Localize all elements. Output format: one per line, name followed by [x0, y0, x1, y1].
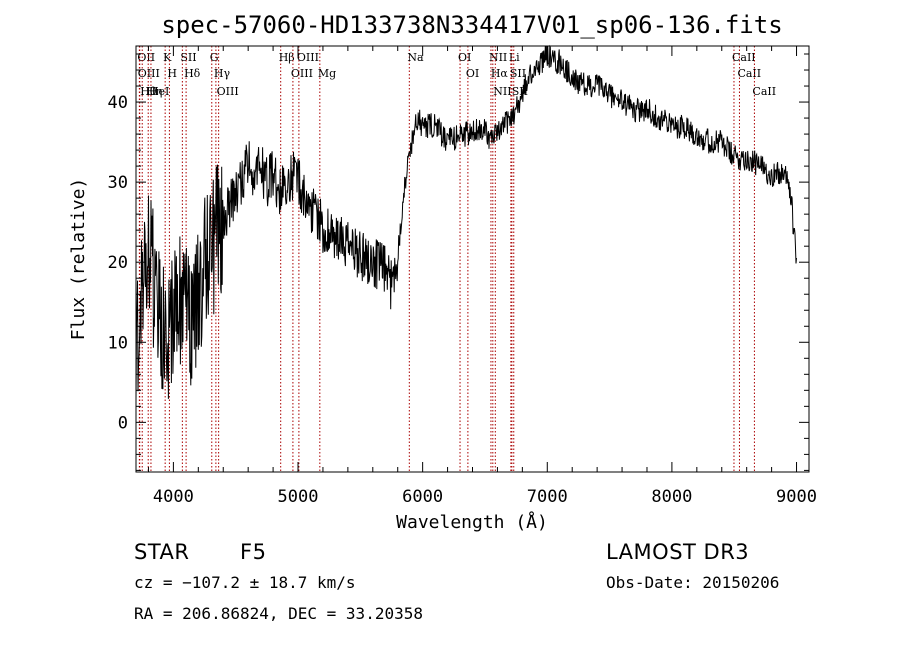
line-label-19: NII: [489, 51, 507, 64]
x-tick-label-2: 6000: [402, 487, 443, 507]
line-label-2: OIII: [138, 67, 160, 80]
redshift-velocity: cz = −107.2 ± 18.7 km/s: [134, 573, 356, 592]
line-label-25: CaII: [732, 51, 756, 64]
x-axis-label: Wavelength (Å): [396, 511, 548, 533]
line-label-7: SII: [180, 51, 196, 64]
survey-name: LAMOST DR3: [606, 540, 749, 564]
line-label-16: Na: [407, 51, 424, 64]
y-tick-label-3: 30: [108, 173, 128, 193]
x-tick-label-4: 8000: [651, 487, 692, 507]
line-label-17: OI: [458, 51, 471, 64]
y-tick-label-1: 10: [108, 333, 128, 353]
y-tick-label-4: 40: [108, 93, 128, 113]
line-label-21: NII: [493, 85, 511, 98]
sky-coordinates: RA = 206.86824, DEC = 33.20358: [134, 604, 423, 623]
object-subclass: F5: [240, 540, 266, 564]
line-label-5: K: [163, 51, 172, 64]
line-label-10: Hγ: [214, 67, 231, 80]
line-label-15: Mg: [318, 67, 336, 80]
y-tick-label-2: 20: [108, 253, 128, 273]
line-label-6: H: [167, 67, 177, 80]
line-label-8: Hδ: [184, 67, 201, 80]
spectral-line-markers: OIIOIIIHθHηHeIKHSIIHδGHγOIIIHβOIIIOIIIMg…: [137, 46, 776, 472]
line-label-4: HeI: [149, 85, 169, 98]
line-label-23: SII: [510, 67, 526, 80]
line-label-20: Hα: [491, 67, 509, 80]
x-tick-label-5: 9000: [776, 487, 817, 507]
plot-axes: 4000 5000 6000 7000 8000 9000 0 10 20 30 40: [108, 46, 817, 507]
observation-date: Obs-Date: 20150206: [606, 573, 779, 592]
y-axis-label: Flux (relative): [68, 178, 89, 341]
y-tick-label-0: 0: [118, 413, 128, 433]
line-label-22: Li: [509, 51, 520, 64]
line-label-13: OIII: [291, 67, 313, 80]
x-tick-label-1: 5000: [278, 487, 319, 507]
plot-frame: [135, 45, 810, 473]
line-label-12: Hβ: [279, 51, 295, 64]
line-label-18: OI: [466, 67, 479, 80]
chart-title: spec-57060-HD133738N334417V01_sp06-136.f…: [161, 11, 782, 39]
object-class: STAR: [134, 540, 189, 564]
x-tick-label-0: 4000: [153, 487, 194, 507]
spectrum-line: [135, 44, 797, 401]
line-label-9: G: [210, 51, 219, 64]
line-label-14: OIII: [297, 51, 319, 64]
spectrum-series: [135, 44, 797, 401]
line-label-3: Hη: [146, 85, 162, 98]
line-label-11: OIII: [217, 85, 239, 98]
line-label-27: CaII: [752, 85, 776, 98]
x-tick-label-3: 7000: [527, 487, 568, 507]
line-label-26: CaII: [737, 67, 761, 80]
